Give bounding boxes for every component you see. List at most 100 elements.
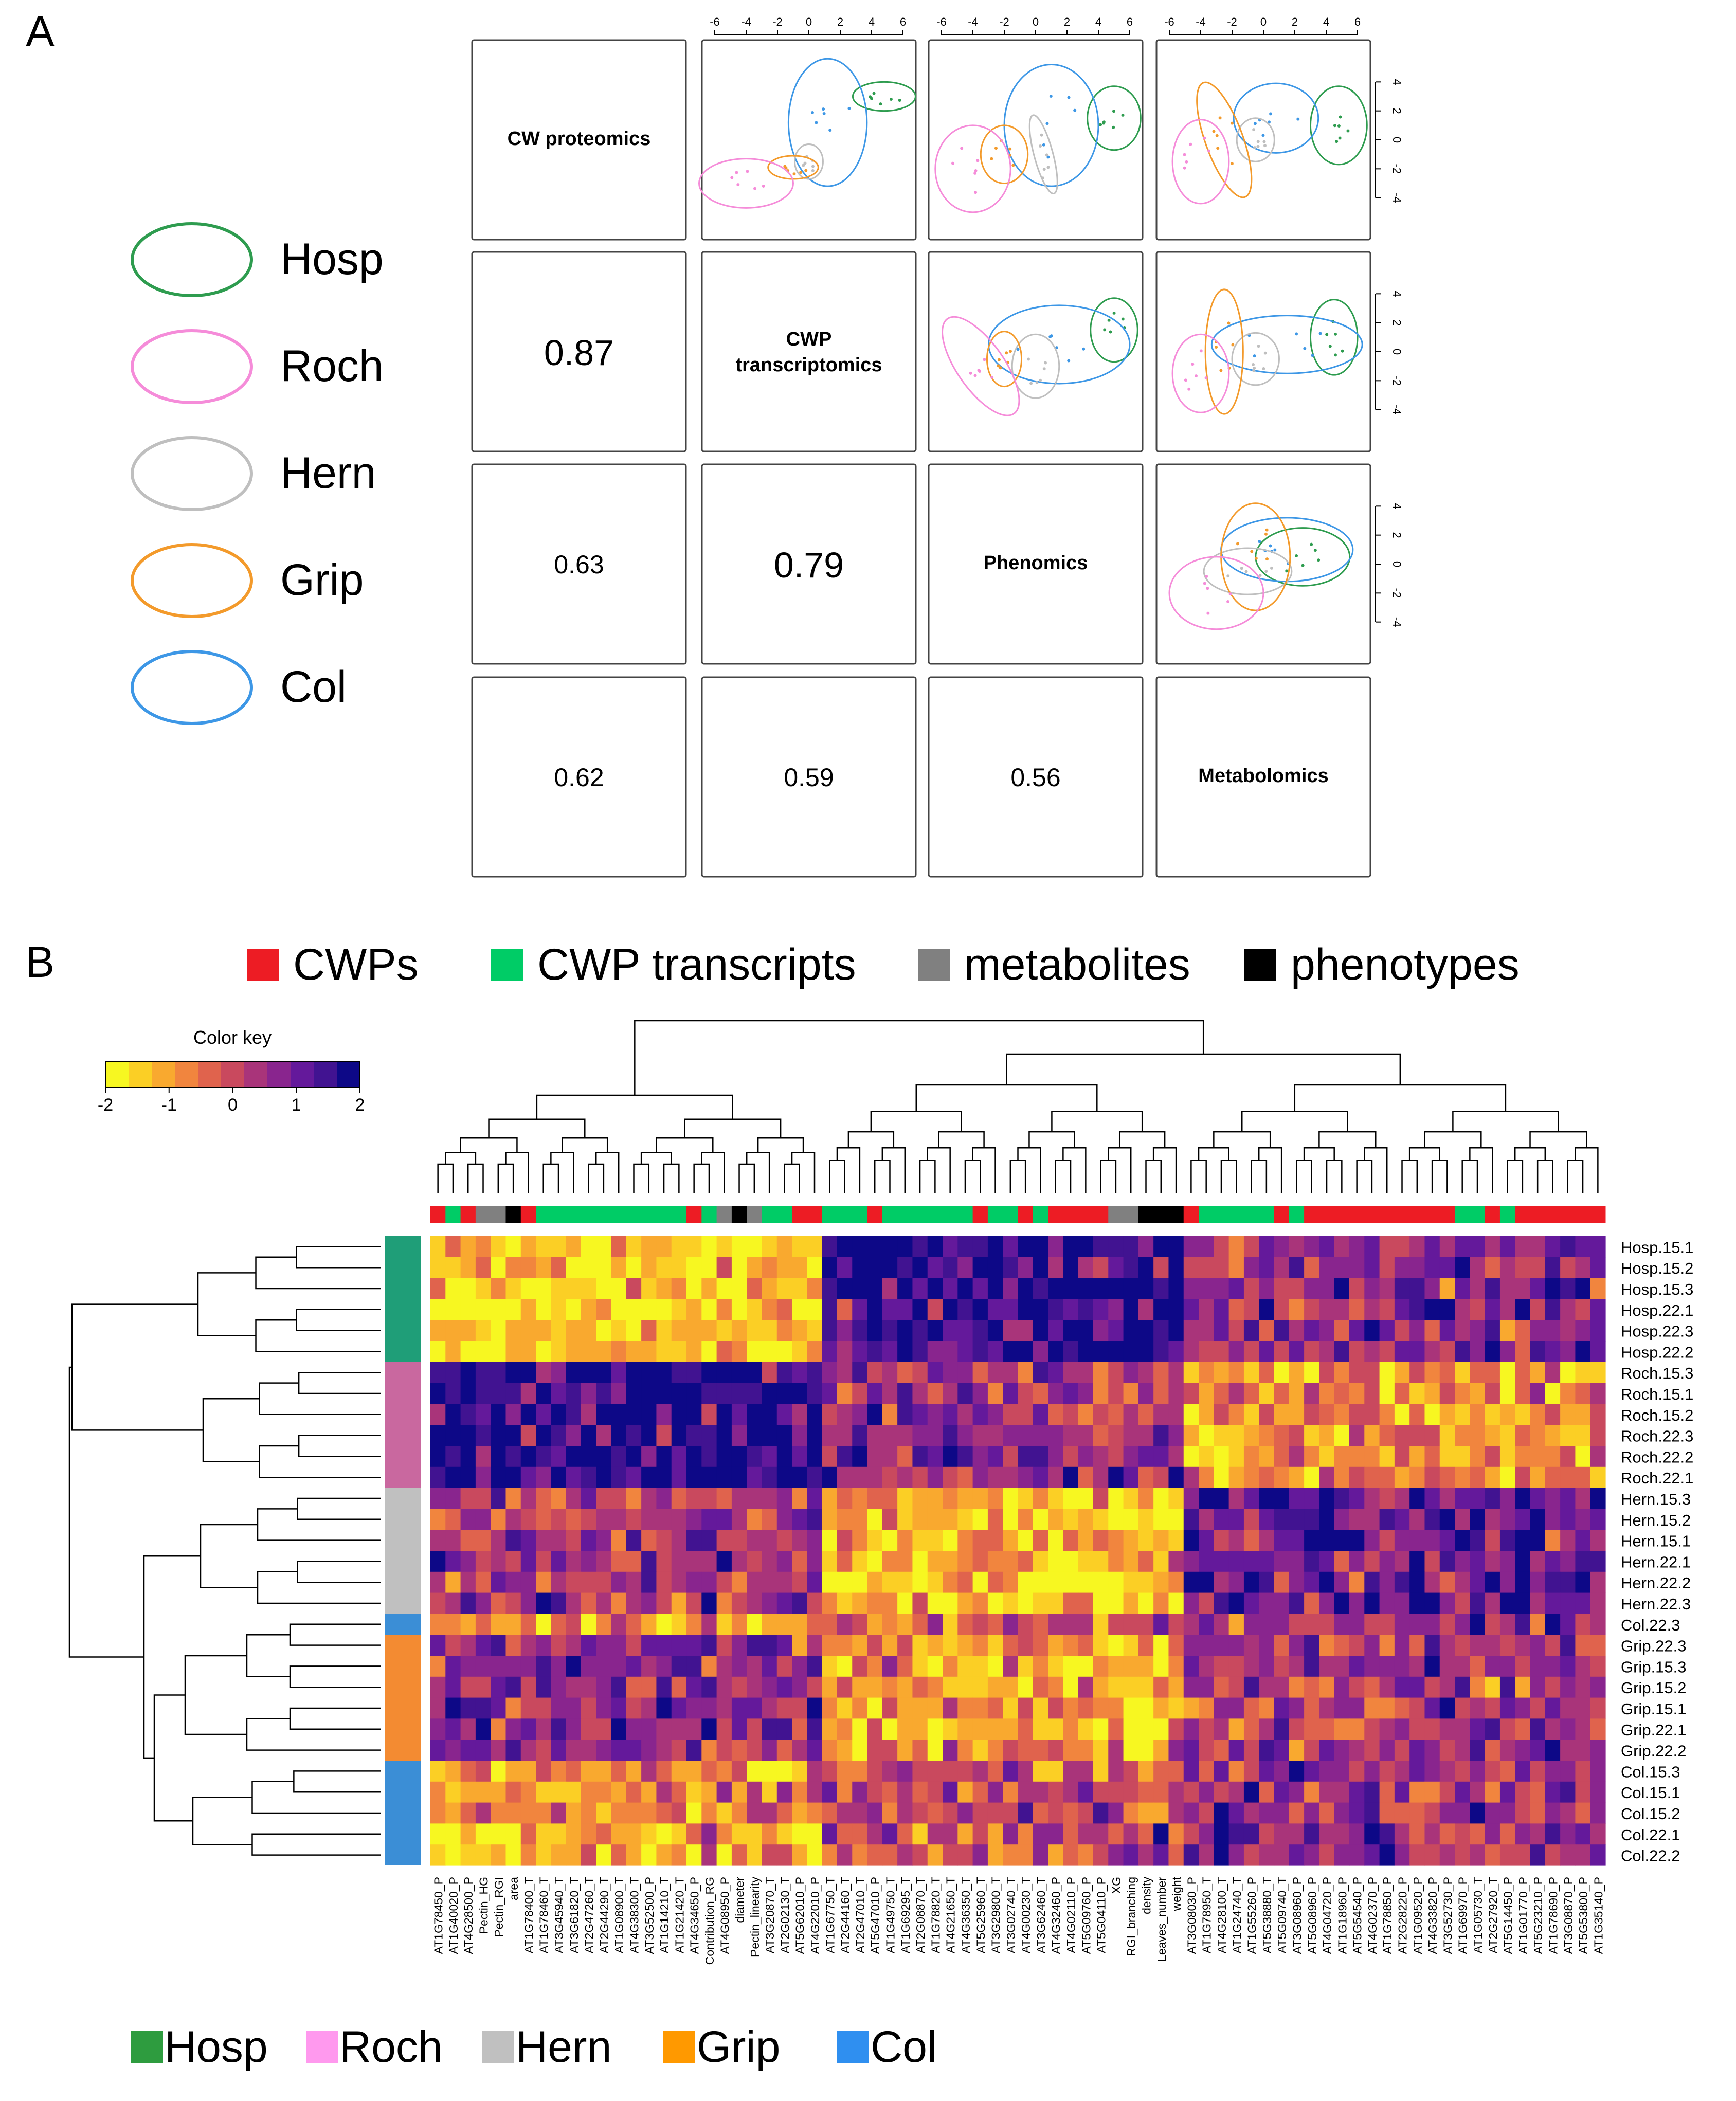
heatmap-cell [671, 1761, 687, 1782]
heatmap-cell [430, 1614, 446, 1635]
column-type-cell [686, 1206, 702, 1223]
heatmap-cell [987, 1656, 1003, 1677]
heatmap-cell [731, 1362, 747, 1384]
heatmap-cell [1409, 1320, 1425, 1342]
heatmap-cell [505, 1823, 521, 1845]
heatmap-cell [716, 1740, 732, 1761]
column-label: AT5G09760_P [1079, 1877, 1093, 1954]
heatmap-cell [1364, 1278, 1380, 1299]
heatmap-cell [1228, 1635, 1244, 1656]
heatmap-cell [1228, 1740, 1244, 1761]
heatmap-cell [1018, 1718, 1034, 1740]
heatmap-cell [1138, 1446, 1154, 1468]
heatmap-cell [957, 1823, 973, 1845]
heatmap-cell [1575, 1844, 1591, 1866]
heatmap-cell [972, 1635, 988, 1656]
ellipse-col [1233, 82, 1319, 154]
color-key-bin [175, 1062, 198, 1088]
ellipse-roch [698, 158, 794, 209]
heatmap-cell [792, 1257, 807, 1279]
heatmap-cell [731, 1802, 747, 1824]
heatmap-cell [686, 1509, 702, 1530]
heatmap-cell [852, 1320, 868, 1342]
point-roch [951, 161, 955, 165]
heatmap-cell [807, 1781, 823, 1803]
point-hern [803, 161, 807, 165]
genotype-swatch-hern [482, 2031, 514, 2063]
heatmap-cell [656, 1718, 672, 1740]
heatmap-cell [1575, 1781, 1591, 1803]
heatmap-cell [596, 1509, 612, 1530]
heatmap-cell [566, 1236, 582, 1258]
heatmap-cell [581, 1278, 596, 1299]
heatmap-cell [1108, 1299, 1124, 1320]
heatmap-cell [1228, 1844, 1244, 1866]
heatmap-cell [1228, 1257, 1244, 1279]
heatmap-cell [581, 1676, 596, 1698]
heatmap-cell [701, 1781, 717, 1803]
heatmap-cell [1304, 1488, 1319, 1509]
heatmap-cell [1078, 1299, 1094, 1320]
heatmap-cell [1018, 1551, 1034, 1572]
heatmap-cell [1349, 1320, 1365, 1342]
heatmap-cell [1319, 1761, 1335, 1782]
heatmap-cell [581, 1697, 596, 1719]
heatmap-cell [1515, 1257, 1531, 1279]
heatmap-cell [566, 1802, 582, 1824]
heatmap-cell [1499, 1341, 1515, 1363]
heatmap-cell [1364, 1488, 1380, 1509]
heatmap-cell [1183, 1635, 1199, 1656]
heatmap-cell [716, 1446, 732, 1468]
heatmap-cell [1575, 1278, 1591, 1299]
heatmap-cell [611, 1823, 627, 1845]
heatmap-cell [1439, 1257, 1455, 1279]
heatmap-cell [1033, 1823, 1048, 1845]
heatmap-cell [1274, 1635, 1290, 1656]
point-hosp [889, 98, 893, 101]
color-key-tick-label: 2 [355, 1095, 365, 1115]
heatmap-cell [792, 1404, 807, 1425]
heatmap-cell [701, 1740, 717, 1761]
heatmap-cell [1530, 1740, 1546, 1761]
heatmap-cell [837, 1466, 853, 1489]
heatmap-cell [1379, 1614, 1395, 1635]
ellipse-grip [986, 331, 1023, 388]
heatmap-cell [1228, 1446, 1244, 1468]
right-axis-tick-label: 0 [1390, 349, 1403, 355]
heatmap-cell [656, 1740, 672, 1761]
legend-swatch-cwp-transcripts [491, 949, 523, 981]
genotype-label-hosp: Hosp [165, 2022, 268, 2072]
heatmap-cell [747, 1761, 763, 1782]
heatmap-cell [656, 1551, 672, 1572]
heatmap-cell [897, 1697, 913, 1719]
heatmap-cell [1093, 1530, 1109, 1551]
heatmap-cell [1033, 1614, 1048, 1635]
heatmap-cell [1259, 1635, 1275, 1656]
heatmap-cell [491, 1676, 507, 1698]
column-label: AT5G23210_P [1531, 1877, 1545, 1954]
heatmap-cell [1349, 1530, 1365, 1551]
heatmap-cell [1199, 1257, 1214, 1279]
heatmap-cell [912, 1551, 928, 1572]
heatmap-cell [1063, 1592, 1079, 1614]
heatmap-cell [792, 1551, 807, 1572]
scatter-cell [1171, 81, 1368, 205]
heatmap-cell [762, 1341, 777, 1363]
heatmap-cell [1515, 1761, 1531, 1782]
ellipse-hosp [852, 81, 916, 112]
heatmap-cell [671, 1530, 687, 1551]
heatmap-cell [897, 1425, 913, 1446]
heatmap-cell [475, 1341, 491, 1363]
column-type-cell [867, 1206, 883, 1223]
heatmap-cell [1545, 1697, 1561, 1719]
heatmap-cell [1274, 1761, 1290, 1782]
heatmap-cell [1243, 1404, 1259, 1425]
heatmap-cell [430, 1697, 446, 1719]
heatmap-cell [1228, 1551, 1244, 1572]
heatmap-cell [1439, 1320, 1455, 1342]
heatmap-cell [943, 1592, 958, 1614]
heatmap-cell [807, 1278, 823, 1299]
heatmap-cell [701, 1802, 717, 1824]
heatmap-cell [822, 1425, 838, 1446]
heatmap-cell [1168, 1236, 1184, 1258]
